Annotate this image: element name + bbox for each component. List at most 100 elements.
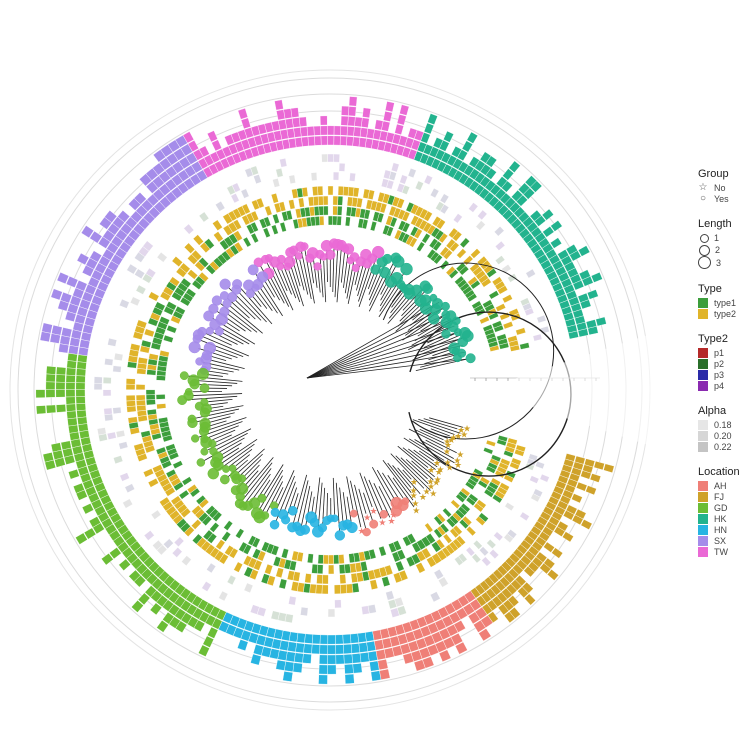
legend-item: 1: [698, 232, 740, 244]
legend-label: p2: [714, 358, 725, 369]
color-swatch-icon: [698, 513, 708, 524]
svg-text:★: ★: [369, 507, 377, 517]
svg-text:★: ★: [429, 489, 437, 499]
legend-item: FJ: [698, 491, 740, 502]
legend-item: p4: [698, 380, 740, 391]
legend-item: ☆ No: [698, 182, 740, 193]
svg-text:★: ★: [454, 432, 462, 442]
svg-text:★: ★: [410, 478, 418, 488]
gap-axis-ticks: [470, 332, 655, 448]
legend-title: Type: [698, 283, 722, 295]
legend-item: type1: [698, 297, 740, 308]
legend-item: p2: [698, 358, 740, 369]
svg-text:★: ★: [443, 437, 451, 447]
location-bar-ring: [35, 96, 615, 685]
legend-label: TW: [714, 546, 728, 557]
legend-label: 1: [714, 233, 720, 243]
legend-length: Length 1 2 3: [698, 218, 740, 269]
legend-item: p1: [698, 347, 740, 358]
color-swatch-icon: [698, 380, 708, 391]
legend-item: HN: [698, 524, 740, 535]
svg-text:★: ★: [463, 424, 471, 434]
color-swatch-icon: [698, 480, 708, 491]
legend-label: p1: [714, 347, 725, 358]
legend-item: HK: [698, 513, 740, 524]
legend-item: 0.22: [698, 441, 740, 452]
legend-alpha: Alpha 0.18 0.20 0.22: [698, 405, 740, 452]
color-swatch-icon: [698, 297, 708, 308]
color-swatch-icon: [698, 535, 708, 546]
legend-item: 2: [698, 244, 740, 256]
legend-item: ○ Yes: [698, 193, 740, 204]
svg-text:★: ★: [444, 441, 452, 451]
legend-item: AH: [698, 480, 740, 491]
svg-text:★: ★: [446, 464, 454, 474]
legend-item: 0.18: [698, 419, 740, 430]
svg-text:★: ★: [460, 430, 468, 440]
legend-title: Group: [698, 168, 729, 180]
legend-type2: Type2 p1 p2 p3 p4: [698, 333, 740, 391]
color-swatch-icon: [698, 546, 708, 557]
color-swatch-icon: [698, 369, 708, 380]
legend-item: type2: [698, 308, 740, 319]
phylogenetic-tree: [186, 247, 572, 532]
svg-text:★: ★: [363, 513, 371, 523]
legend-label: Yes: [714, 193, 729, 204]
color-swatch-icon: [698, 502, 708, 513]
legend-label: SX: [714, 535, 727, 546]
svg-text:★: ★: [450, 433, 458, 443]
circle-icon: ○: [699, 193, 707, 204]
svg-text:★: ★: [423, 487, 431, 497]
legend-label: AH: [714, 480, 727, 491]
svg-text:★: ★: [453, 457, 461, 467]
circle-size-icon: [700, 233, 709, 243]
svg-text:★: ★: [444, 459, 452, 469]
color-swatch-icon: [698, 441, 708, 452]
legend-label: 0.20: [714, 430, 732, 441]
legend-label: 0.22: [714, 441, 732, 452]
legend-item: p3: [698, 369, 740, 380]
svg-text:★: ★: [435, 468, 443, 478]
legend-label: type1: [714, 297, 737, 308]
legend-item: SX: [698, 535, 740, 546]
tip-points: ★★★★ ★★ ★★★★★★★★★★★★★ ★★★ ★★ ★★★ ★★★★★★★★★: [177, 238, 476, 541]
circle-size-icon: [698, 256, 711, 269]
color-swatch-icon: [698, 358, 708, 369]
legend-title: Location: [698, 466, 740, 478]
svg-text:★: ★: [419, 493, 427, 503]
svg-text:★: ★: [434, 475, 442, 485]
legend-label: 0.18: [714, 419, 732, 430]
color-swatch-icon: [698, 308, 708, 319]
legend-label: type2: [714, 308, 737, 319]
legend-label: HK: [714, 513, 727, 524]
legend-type: Type type1 type2: [698, 283, 740, 319]
svg-text:★: ★: [454, 461, 462, 471]
svg-text:★: ★: [410, 487, 418, 497]
legend-title: Type2: [698, 333, 728, 345]
svg-text:★: ★: [410, 492, 418, 502]
legend-label: No: [714, 182, 726, 193]
color-swatch-icon: [698, 347, 708, 358]
legend-label: 2: [715, 245, 721, 255]
legend-title: Alpha: [698, 405, 727, 417]
color-swatch-icon: [698, 430, 708, 441]
color-swatch-icon: [698, 524, 708, 535]
legend-label: GD: [714, 502, 728, 513]
svg-text:★: ★: [443, 447, 451, 457]
circle-size-icon: [699, 244, 710, 256]
svg-text:★: ★: [388, 517, 396, 527]
svg-text:★: ★: [411, 499, 419, 509]
legend-item: TW: [698, 546, 740, 557]
svg-text:★: ★: [412, 506, 420, 516]
legend-label: p3: [714, 369, 725, 380]
legend-label: FJ: [714, 491, 724, 502]
svg-text:★: ★: [447, 436, 455, 446]
legend-title: Length: [698, 218, 732, 230]
svg-text:★: ★: [433, 459, 441, 469]
legend-label: HN: [714, 524, 727, 535]
svg-text:★: ★: [456, 450, 464, 460]
legend-item: 3: [698, 256, 740, 269]
type-heatmap-ring: [125, 185, 530, 595]
svg-text:★: ★: [358, 527, 366, 537]
